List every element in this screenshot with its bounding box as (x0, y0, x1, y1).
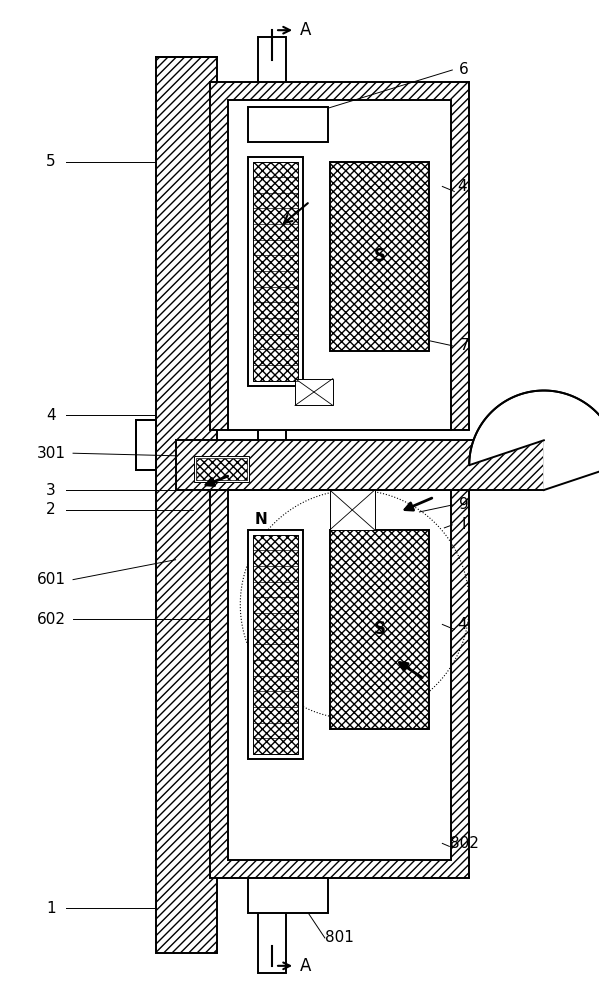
Text: 802: 802 (450, 836, 479, 851)
Text: 3: 3 (46, 483, 56, 498)
Bar (229, 490, 451, 860)
Bar (136, 420, 155, 470)
Text: S: S (374, 247, 386, 265)
Bar (176, 440, 544, 490)
Bar (330, 530, 430, 729)
Bar (248, 878, 328, 913)
Text: 801: 801 (325, 930, 354, 945)
Bar (136, 420, 155, 470)
Bar (248, 107, 328, 142)
Bar (330, 162, 430, 351)
Text: 6: 6 (460, 62, 469, 78)
Text: A: A (300, 21, 311, 39)
Text: 302: 302 (450, 451, 479, 466)
Text: 5: 5 (46, 154, 56, 169)
Bar (258, 37, 286, 973)
Text: 4': 4' (457, 179, 471, 194)
Bar (211, 82, 469, 430)
Bar (248, 157, 303, 386)
Bar (211, 490, 469, 878)
Text: 301: 301 (37, 446, 65, 461)
Text: 4: 4 (46, 408, 56, 423)
Text: S: S (374, 620, 386, 638)
Bar (136, 420, 155, 470)
Bar (276, 37, 285, 973)
Text: 1: 1 (46, 901, 56, 916)
Bar (229, 100, 451, 430)
Bar (253, 162, 298, 381)
Bar (196, 458, 247, 480)
Text: 4': 4' (457, 617, 471, 632)
Text: 9: 9 (460, 497, 469, 512)
Text: I: I (462, 517, 466, 532)
Text: 7: 7 (460, 338, 469, 353)
Text: N: N (255, 512, 268, 527)
Bar (248, 530, 303, 759)
Bar (253, 535, 298, 754)
Bar (155, 57, 217, 953)
Bar (330, 490, 374, 530)
Bar (258, 37, 267, 973)
Polygon shape (469, 391, 600, 490)
Text: 2: 2 (46, 502, 56, 517)
Text: 602: 602 (37, 612, 65, 627)
Bar (194, 456, 249, 482)
Text: 601: 601 (37, 572, 65, 587)
Text: A: A (300, 957, 311, 975)
Bar (295, 379, 333, 405)
